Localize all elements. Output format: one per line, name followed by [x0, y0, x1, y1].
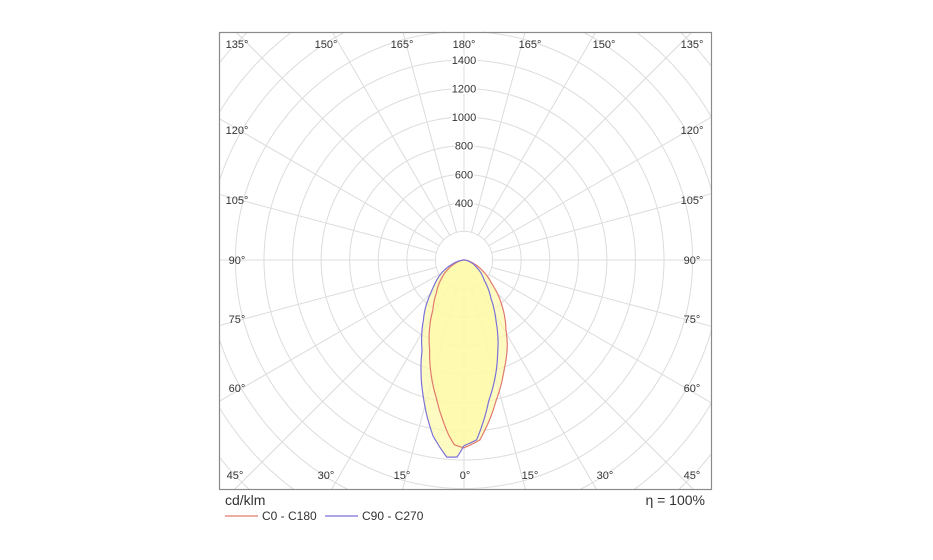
grid-spoke: [477, 31, 597, 236]
grid-circle: [218, 32, 712, 491]
grid-spoke: [491, 266, 713, 327]
efficiency-label: η = 100%: [645, 492, 705, 508]
angle-label-top: 180°: [453, 39, 476, 51]
angle-label-left: 75°: [229, 314, 246, 326]
legend-label: C0 - C180: [262, 509, 317, 523]
grid-spoke: [402, 31, 458, 233]
angle-label-right: 120°: [681, 125, 704, 137]
grid-spoke: [488, 273, 713, 404]
legend-label: C90 - C270: [362, 509, 424, 523]
angle-label-right: 75°: [684, 314, 701, 326]
radial-tick-label: 400: [455, 198, 473, 210]
grid-spoke: [331, 31, 451, 236]
grid-spoke: [235, 31, 445, 241]
radial-tick-label: 1000: [452, 112, 476, 124]
radial-tick-label: 800: [455, 141, 473, 153]
angle-label-left: 90°: [229, 255, 246, 267]
grid-spoke: [483, 31, 693, 241]
grid-circle: [234, 31, 694, 490]
angle-label-right: 90°: [684, 255, 701, 267]
angle-label-bottom: 0°: [460, 470, 471, 482]
angle-label-bottom: 45°: [227, 470, 244, 482]
grid-spoke: [470, 31, 526, 233]
grid-spoke: [483, 279, 695, 491]
angle-label-top: 135°: [681, 39, 704, 51]
angle-label-top: 150°: [593, 39, 616, 51]
plot-area: 400 600 800 1000 1200 1400: [218, 31, 713, 491]
angle-label-right: 60°: [684, 383, 701, 395]
grid-spoke: [218, 266, 437, 327]
grid-spoke: [491, 193, 713, 254]
angle-label-bottom: 45°: [684, 470, 701, 482]
angle-label-left: 105°: [226, 195, 249, 207]
angle-label-bottom: 15°: [394, 470, 411, 482]
angle-label-top: 135°: [226, 39, 249, 51]
grid-spoke: [233, 279, 445, 491]
angle-label-top: 165°: [391, 39, 414, 51]
angle-label-bottom: 30°: [597, 470, 614, 482]
grid-circle: [219, 31, 713, 491]
plot-frame: [218, 31, 713, 491]
series-line-c0-c180: [428, 259, 508, 449]
angle-label-top: 165°: [519, 39, 542, 51]
series-fill: [421, 260, 499, 458]
angle-label-left: 120°: [226, 125, 249, 137]
angle-label-top: 150°: [315, 39, 338, 51]
angle-label-right: 105°: [681, 195, 704, 207]
grid-circle: [218, 32, 713, 490]
grid-spoke: [218, 273, 440, 402]
radial-tick-label: 1400: [452, 55, 476, 67]
grid-spoke: [218, 193, 437, 254]
angle-label-left: 60°: [229, 383, 246, 395]
angle-label-bottom: 15°: [522, 470, 539, 482]
radial-tick-label: 600: [455, 169, 473, 181]
grid-spoke: [218, 118, 440, 247]
unit-label: cd/klm: [225, 492, 265, 508]
grid-spoke: [488, 116, 713, 247]
radial-tick-label: 1200: [452, 84, 476, 96]
series-line-c90-c270: [420, 259, 499, 458]
angle-label-bottom: 30°: [318, 470, 335, 482]
